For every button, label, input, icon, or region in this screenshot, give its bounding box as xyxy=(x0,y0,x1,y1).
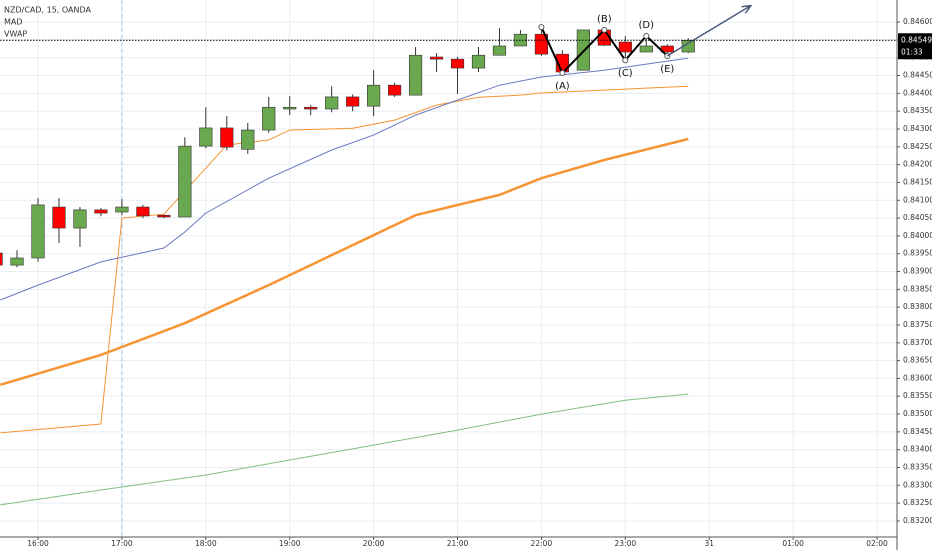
chart-title: NZD/CAD, 15, OANDA xyxy=(4,6,92,15)
wave-label: (E) xyxy=(660,64,674,75)
last-price-box xyxy=(898,33,932,60)
pattern-point xyxy=(643,32,650,39)
y-tick-label: 0.84150 xyxy=(903,177,932,186)
x-tick-label: 18:00 xyxy=(195,539,217,548)
y-tick-label: 0.84100 xyxy=(903,195,932,204)
indicator-line xyxy=(0,137,689,386)
indicator-line xyxy=(0,57,689,301)
x-tick-label: 20:00 xyxy=(363,539,385,548)
indicator-line xyxy=(0,85,689,434)
wave-label: (C) xyxy=(618,68,633,79)
y-tick-label: 0.83950 xyxy=(903,249,932,258)
last-price-label: 0.84549 xyxy=(901,35,932,44)
candle-body xyxy=(325,96,339,110)
projection-arrow xyxy=(666,6,750,57)
wave-label: (A) xyxy=(555,81,570,92)
x-tick-label: 01:00 xyxy=(782,539,804,548)
candle-body xyxy=(199,127,213,147)
candle-body xyxy=(618,41,632,53)
y-tick-label: 0.83300 xyxy=(903,480,932,489)
candle-body xyxy=(94,209,108,214)
x-tick-label: 16:00 xyxy=(27,539,49,548)
y-tick-label: 0.83500 xyxy=(903,409,932,418)
candle-body xyxy=(429,56,444,60)
indicator-label: MAD xyxy=(4,18,23,27)
y-tick-label: 0.84450 xyxy=(903,71,932,80)
pattern-point xyxy=(601,26,608,33)
grid xyxy=(0,0,897,537)
candle-body xyxy=(367,84,381,107)
candle-body xyxy=(178,145,192,218)
y-tick-label: 0.84300 xyxy=(903,124,932,133)
y-tick-label: 0.83750 xyxy=(903,320,932,329)
candle-body xyxy=(220,127,234,148)
y-tick-label: 0.83400 xyxy=(903,445,932,454)
y-tick-label: 0.84050 xyxy=(903,213,932,222)
candle-body xyxy=(115,206,129,213)
candle-body xyxy=(304,106,318,110)
wave-label: (D) xyxy=(639,20,655,31)
indicator-line xyxy=(0,393,689,506)
y-tick-label: 0.83600 xyxy=(903,373,932,382)
candle-body xyxy=(534,33,549,55)
candle-body xyxy=(157,214,171,218)
x-tick-label: 19:00 xyxy=(279,539,301,548)
pattern-line xyxy=(540,26,668,75)
candle-body xyxy=(492,45,507,56)
candle-body xyxy=(10,257,24,266)
x-tick-label: 23:00 xyxy=(615,539,637,548)
candle-body xyxy=(346,96,360,107)
y-tick-label: 0.83800 xyxy=(903,302,932,311)
y-tick-label: 0.84600 xyxy=(903,17,932,26)
candle-body xyxy=(262,106,276,131)
y-tick-label: 0.84000 xyxy=(903,231,932,240)
pattern-point xyxy=(622,57,629,64)
candle-body xyxy=(471,54,486,69)
y-tick-label: 0.83250 xyxy=(903,498,932,507)
y-tick-label: 0.84350 xyxy=(903,106,932,115)
y-tick-label: 0.83200 xyxy=(903,516,932,525)
y-tick-label: 0.83650 xyxy=(903,356,932,365)
candle-body xyxy=(408,54,423,96)
candle-body xyxy=(0,252,3,266)
candle-body xyxy=(639,45,653,53)
y-tick-label: 0.83350 xyxy=(903,463,932,472)
plot-area: (A) (B) (C) (D) (E) xyxy=(0,6,897,506)
x-tick-label: 17:00 xyxy=(111,539,133,548)
x-tick-label: 22:00 xyxy=(531,539,553,548)
y-tick-label: 0.84200 xyxy=(903,160,932,169)
y-tick-label: 0.83450 xyxy=(903,427,932,436)
candle-body xyxy=(450,58,465,69)
candle-body xyxy=(136,206,150,217)
pattern-point xyxy=(559,70,566,77)
x-tick-label: 02:00 xyxy=(866,539,888,548)
pattern-point xyxy=(538,24,545,31)
candle-body xyxy=(283,106,297,110)
countdown-label: 01:33 xyxy=(901,47,923,56)
candle-body xyxy=(73,209,87,229)
candle-body xyxy=(52,206,66,229)
x-tick-label: 31 xyxy=(704,539,714,548)
candle-body xyxy=(241,129,255,150)
y-tick-label: 0.84250 xyxy=(903,142,932,151)
axes: 0.83200 0.83250 0.83300 0.83350 0.83400 0.834… xyxy=(27,17,932,548)
y-tick-label: 0.83550 xyxy=(903,391,932,400)
wave-label: (B) xyxy=(597,14,612,25)
x-tick-label: 21:00 xyxy=(447,539,469,548)
y-tick-label: 0.83900 xyxy=(903,267,932,276)
y-tick-label: 0.83850 xyxy=(903,284,932,293)
candle-body xyxy=(31,204,45,259)
y-tick-label: 0.84400 xyxy=(903,88,932,97)
indicator-label: VWAP xyxy=(4,30,27,39)
y-tick-label: 0.83700 xyxy=(903,338,932,347)
candle-body xyxy=(388,84,402,96)
